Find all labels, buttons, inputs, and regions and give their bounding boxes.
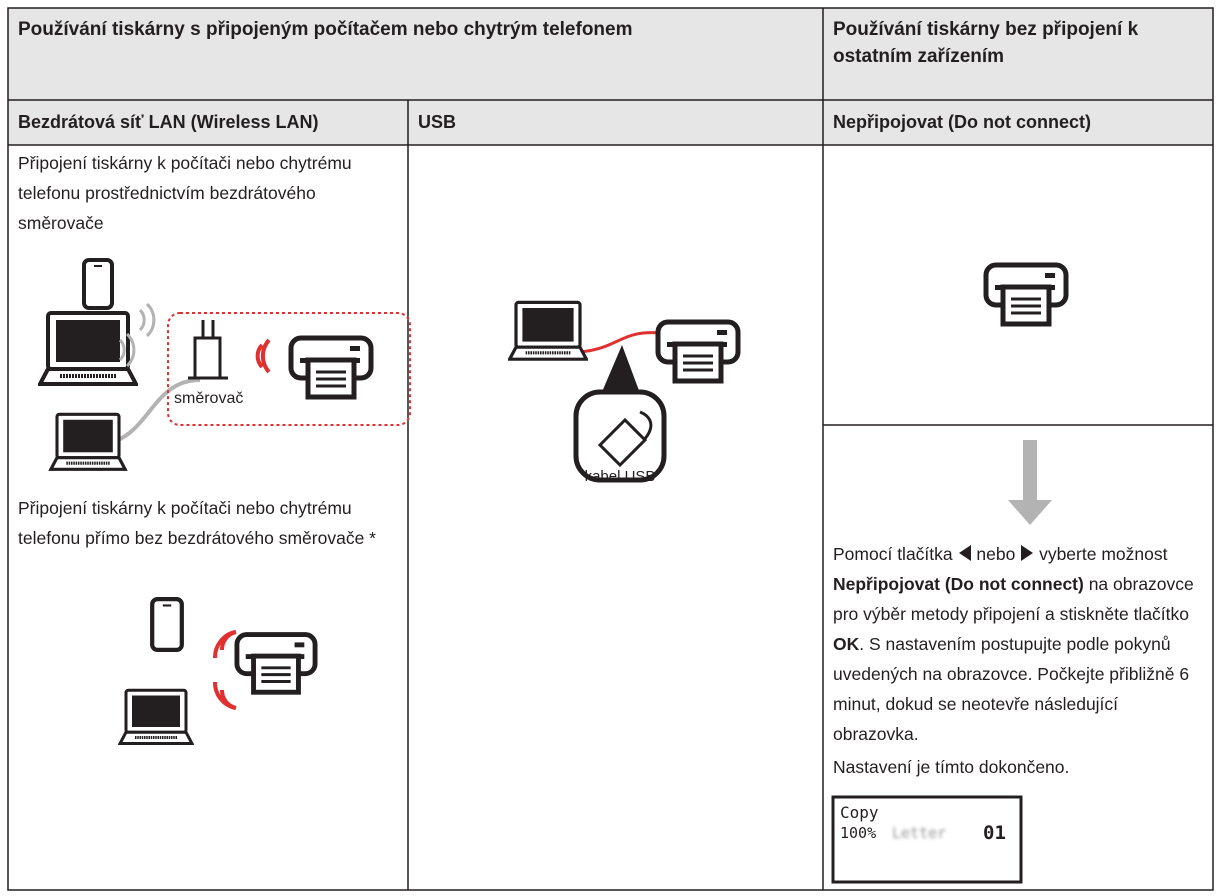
- instruction: Pomocí tlačítka nebo vyberte možnost Nep…: [833, 539, 1203, 749]
- right-button-icon: [1021, 545, 1034, 561]
- text: . S nastavením postupujte podle pokynů u…: [833, 634, 1190, 744]
- router-diagram: [38, 258, 411, 472]
- text: Pomocí tlačítka: [833, 544, 953, 564]
- router-text: Připojení tiskárny k počítači nebo chytr…: [18, 153, 352, 233]
- table-borders: [7, 7, 1214, 891]
- lcd-zoom: 100%: [840, 824, 877, 842]
- lcd-frame: [831, 795, 1023, 884]
- lcd-paper: Letter: [892, 824, 947, 842]
- done-text: Nastavení je tímto dokončeno.: [833, 757, 1070, 777]
- direct-text: Připojení tiskárny k počítači nebo chytr…: [18, 498, 376, 548]
- usb-cable-label: kabel USB: [584, 468, 656, 485]
- ok-button: OK: [833, 634, 860, 654]
- subheader-usb: USB: [408, 100, 823, 145]
- router-label: směrovač: [174, 390, 244, 407]
- lcd-copies: 01: [983, 822, 1006, 844]
- text: nebo: [976, 544, 1016, 564]
- text: vyberte možnost: [1039, 544, 1168, 564]
- direct-diagram: [118, 599, 315, 746]
- printer-icon: [986, 265, 1066, 324]
- option-name: Nepřipojovat (Do not connect): [833, 574, 1084, 594]
- subheader-wireless: Bezdrátová síť LAN (Wireless LAN): [8, 100, 408, 145]
- header-connected: Používání tiskárny s připojeným počítače…: [8, 8, 823, 100]
- lcd-mode: Copy: [840, 803, 879, 822]
- left-button-icon: [958, 545, 971, 561]
- text: na obrazovce pro výběr metody připojení …: [833, 574, 1194, 624]
- header-standalone: Používání tiskárny bez připojení k ostat…: [823, 8, 1213, 100]
- arrow-down: [1008, 440, 1052, 525]
- usb-diagram: [508, 300, 738, 483]
- subheader-none: Nepřipojovat (Do not connect): [823, 100, 1213, 145]
